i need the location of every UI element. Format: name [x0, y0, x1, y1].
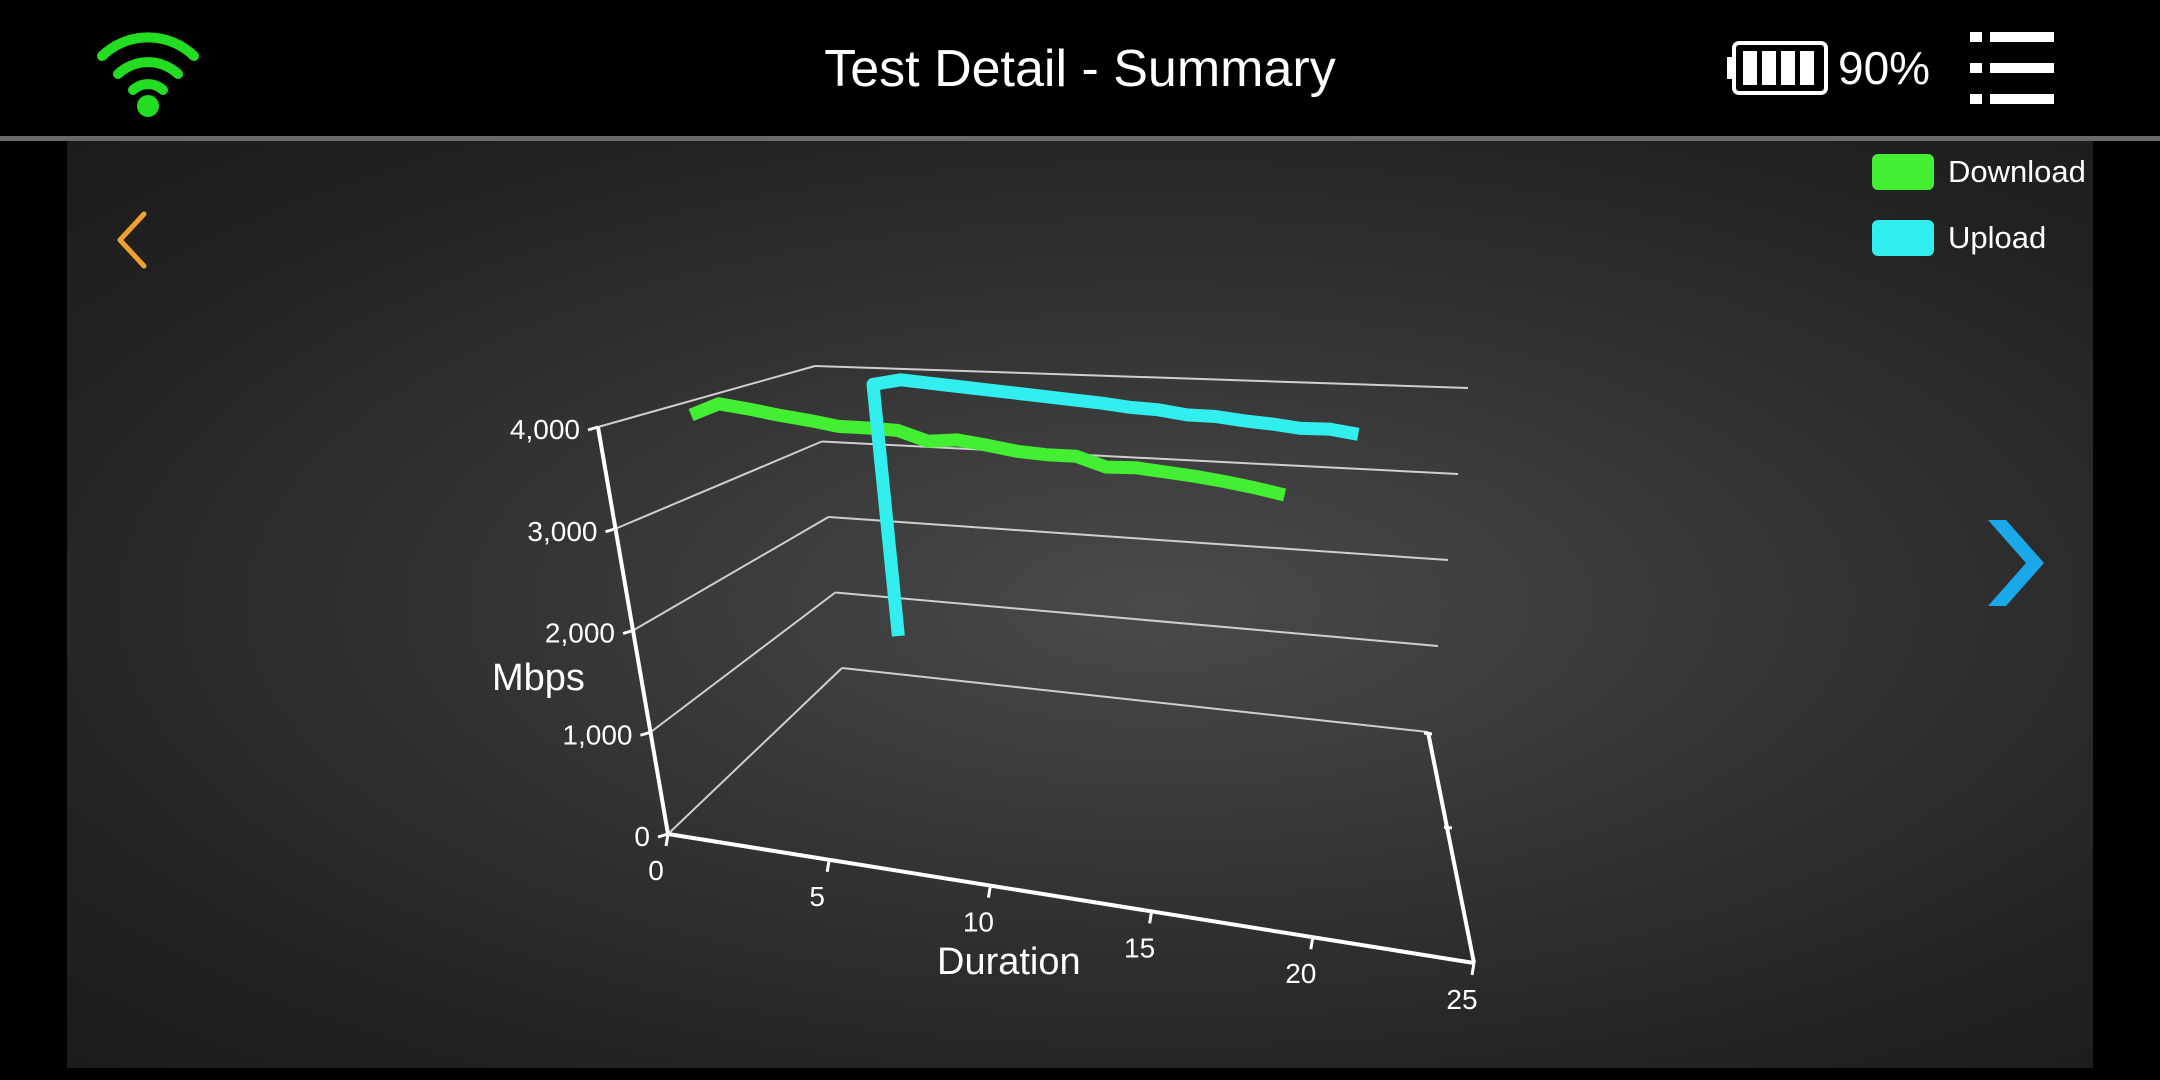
gridline-side-3 [615, 440, 823, 530]
x-tick-label: 25 [1446, 984, 1477, 1015]
y-tick-label: 1,000 [562, 719, 632, 750]
x-tick-4 [1309, 936, 1315, 950]
y-tick-label: 4,000 [510, 414, 580, 445]
chevron-left-icon[interactable] [110, 206, 160, 274]
gridline-side-1 [649, 591, 836, 734]
y-tick-3 [605, 527, 616, 534]
chevron-right-icon[interactable] [1982, 518, 2048, 608]
y-tick-label: 2,000 [545, 618, 615, 649]
y-tick-4 [587, 425, 599, 432]
chart-labels: 0 1,000 2,000 3,000 4,000 0 5 10 15 20 25 Mbps Durat… [492, 414, 1478, 1015]
x-tick-3 [1148, 911, 1154, 924]
legend-item-download: Download [1870, 152, 2090, 192]
x-tick-1 [825, 859, 831, 873]
x-tick-label: 0 [648, 855, 664, 886]
x-tick-2 [986, 885, 992, 898]
chart-legend: Download Upload [1870, 152, 2090, 262]
x-tick-label: 5 [809, 881, 825, 912]
x-tick-label: 10 [963, 907, 994, 938]
depth-axis-tick [1443, 825, 1453, 830]
battery-icon [1727, 41, 1828, 95]
legend-swatch-upload [1872, 220, 1934, 256]
legend-label-download: Download [1948, 154, 2086, 189]
x-tick-label: 15 [1124, 932, 1155, 963]
gridline-back-4 [814, 365, 1469, 389]
page-title: Test Detail - Summary [824, 40, 1336, 98]
y-tick-0 [657, 832, 669, 839]
gridline-back-2 [828, 516, 1449, 561]
gridline-side-4 [597, 365, 816, 428]
legend-label-upload: Upload [1948, 220, 2047, 255]
chart-panel [67, 141, 2093, 1068]
y-tick-label: 3,000 [527, 516, 597, 547]
gridline-side-2 [632, 516, 830, 632]
legend-swatch-download [1872, 154, 1934, 190]
depth-axis-cap [1423, 731, 1433, 736]
series-line-download [688, 397, 1287, 502]
series-line-upload [866, 373, 1360, 637]
gridline-back-0 [841, 667, 1429, 733]
chart-series [688, 373, 1360, 637]
battery-level: 90% [1838, 42, 1931, 94]
y-tick-1 [640, 730, 651, 737]
chart-axes [587, 425, 1476, 976]
legend-item-upload: Upload [1870, 218, 2090, 258]
x-tick-5 [1470, 962, 1476, 976]
x-tick-0 [664, 833, 670, 847]
y-axis-title: Mbps [492, 657, 585, 699]
x-tick-label: 20 [1285, 958, 1316, 989]
gridline-back-1 [835, 591, 1439, 647]
x-axis-title: Duration [937, 941, 1081, 983]
menu-icon[interactable] [1970, 30, 2054, 106]
y-tick-label: 0 [634, 821, 650, 852]
wifi-icon [97, 32, 199, 117]
y-tick-2 [622, 629, 634, 635]
depth-axis-line [1426, 731, 1476, 964]
top-bar-divider [0, 136, 2160, 141]
x-axis-line [667, 832, 1475, 965]
gridline-side-0 [667, 667, 843, 835]
